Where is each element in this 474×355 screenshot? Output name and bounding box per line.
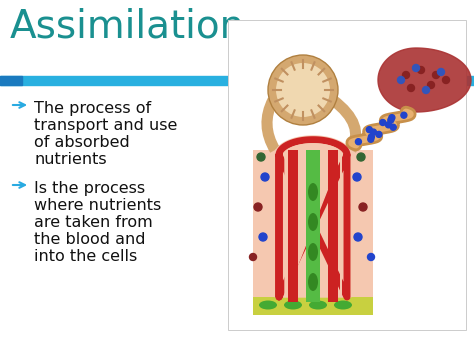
Bar — [328, 150, 338, 302]
Circle shape — [438, 69, 445, 76]
Circle shape — [276, 63, 330, 117]
Bar — [0, 76, 474, 85]
Circle shape — [408, 84, 414, 92]
Ellipse shape — [308, 273, 318, 291]
Bar — [228, 20, 466, 330]
Circle shape — [353, 173, 361, 181]
Text: into the cells: into the cells — [34, 249, 137, 264]
Circle shape — [366, 127, 372, 133]
Circle shape — [367, 253, 374, 261]
Circle shape — [380, 120, 386, 125]
Circle shape — [390, 124, 396, 130]
Polygon shape — [285, 144, 341, 297]
Ellipse shape — [334, 300, 352, 310]
Text: Is the process: Is the process — [34, 181, 145, 196]
Ellipse shape — [308, 183, 318, 201]
Bar — [0, 76, 22, 85]
Text: where nutrients: where nutrients — [34, 198, 161, 213]
Circle shape — [357, 153, 365, 161]
Circle shape — [418, 66, 425, 73]
Bar — [288, 150, 298, 302]
Circle shape — [359, 203, 367, 211]
Circle shape — [401, 112, 407, 118]
Circle shape — [257, 153, 265, 161]
Circle shape — [385, 122, 392, 128]
Circle shape — [371, 129, 376, 135]
Circle shape — [368, 136, 374, 142]
Circle shape — [428, 82, 435, 88]
Circle shape — [376, 131, 382, 137]
Text: the blood and: the blood and — [34, 232, 146, 247]
Ellipse shape — [259, 300, 277, 310]
Circle shape — [389, 115, 395, 121]
Circle shape — [261, 173, 269, 181]
Circle shape — [432, 71, 439, 78]
Text: nutrients: nutrients — [34, 152, 107, 167]
Circle shape — [398, 76, 404, 83]
Text: are taken from: are taken from — [34, 215, 153, 230]
Circle shape — [412, 65, 419, 71]
Text: The process of: The process of — [34, 101, 151, 116]
Text: Assimilation: Assimilation — [10, 8, 245, 46]
Circle shape — [356, 139, 361, 145]
Text: of absorbed: of absorbed — [34, 135, 130, 150]
Circle shape — [402, 71, 410, 78]
Ellipse shape — [284, 300, 302, 310]
Bar — [306, 150, 320, 302]
Ellipse shape — [308, 213, 318, 231]
Polygon shape — [378, 48, 471, 112]
Ellipse shape — [308, 243, 318, 261]
Circle shape — [254, 203, 262, 211]
Polygon shape — [275, 136, 351, 297]
Text: transport and use: transport and use — [34, 118, 177, 133]
Circle shape — [249, 253, 256, 261]
Circle shape — [368, 134, 374, 140]
Circle shape — [259, 233, 267, 241]
Bar — [253, 297, 373, 315]
Ellipse shape — [309, 300, 327, 310]
Bar — [253, 150, 373, 315]
Circle shape — [354, 233, 362, 241]
Circle shape — [268, 55, 338, 125]
Circle shape — [388, 117, 394, 123]
Circle shape — [422, 87, 429, 93]
Circle shape — [443, 76, 449, 83]
